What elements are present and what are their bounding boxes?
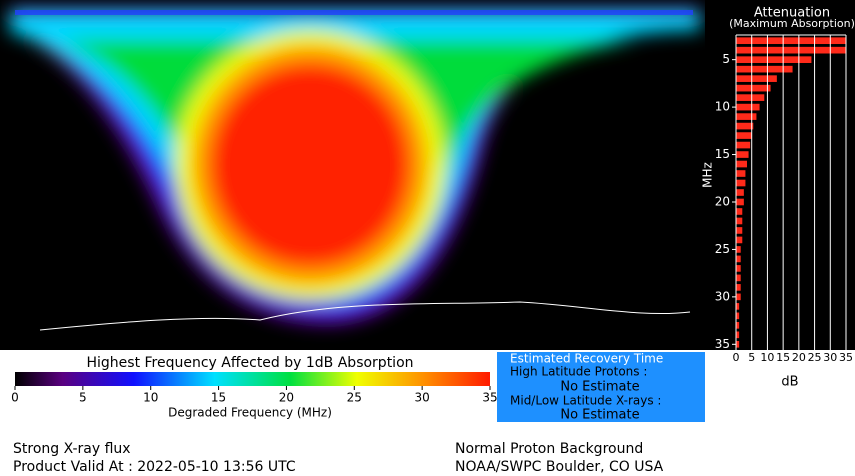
bar [736, 75, 777, 82]
x-tick-label: 5 [748, 351, 755, 364]
chart-subtitle: (Maximum Absorption) [729, 17, 855, 30]
y-tick-label: 25 [715, 242, 730, 256]
colorbar-gradient [15, 372, 490, 386]
bar [736, 303, 740, 310]
x-tick-label: 20 [792, 351, 806, 364]
bar [736, 208, 743, 215]
recovery-label: High Latitude Protons : [510, 365, 647, 379]
bar [736, 151, 749, 158]
bar [736, 179, 746, 187]
bar [736, 236, 743, 244]
y-tick-label: 35 [715, 337, 730, 351]
bar [736, 255, 741, 263]
x-tick-label: 35 [839, 351, 853, 364]
colorbar-tick-label: 0 [11, 391, 19, 405]
colorbar-tick-label: 30 [415, 391, 430, 405]
bar [736, 37, 846, 45]
y-tick-label: 30 [715, 289, 730, 303]
coastline [39, 301, 691, 331]
colorbar-label: Degraded Frequency (MHz) [168, 406, 332, 420]
colorbar-tick-label: 10 [143, 391, 158, 405]
bar [736, 227, 743, 234]
colorbar-tick-label: 5 [79, 391, 87, 405]
colorbar: Highest Frequency Affected by 1dB Absorp… [11, 355, 497, 420]
bar [736, 312, 740, 320]
bar [736, 189, 744, 196]
bar [736, 274, 741, 282]
bar [736, 65, 793, 73]
bar [736, 246, 741, 253]
x-tick-label: 15 [776, 351, 790, 364]
y-tick-label: 10 [715, 100, 730, 114]
bar [736, 322, 740, 329]
colorbar-tick-label: 20 [279, 391, 294, 405]
recovery-label: Mid/Low Latitude X-rays : [510, 394, 661, 408]
bar [736, 113, 757, 120]
x-tick-label: 30 [823, 351, 837, 364]
bar [736, 132, 752, 139]
colorbar-tick-label: 35 [482, 391, 497, 405]
bar [736, 265, 741, 272]
bar [736, 170, 746, 177]
bar [736, 46, 846, 54]
recovery-box [497, 352, 705, 422]
bar [736, 160, 747, 168]
bar [736, 103, 760, 111]
recovery-value: No Estimate [560, 380, 639, 395]
x-tick-label: 0 [733, 351, 740, 364]
chart-title: Attenuation [754, 6, 830, 21]
bar [736, 284, 741, 291]
bar [736, 94, 765, 101]
colorbar-tick-label: 15 [211, 391, 226, 405]
footer-text: Product Valid At : 2022-05-10 13:56 UTC [13, 459, 296, 475]
bar [736, 84, 771, 92]
x-tick-label: 25 [808, 351, 822, 364]
bar [736, 198, 744, 206]
bar [736, 331, 740, 339]
bar [736, 340, 740, 348]
bar [736, 56, 812, 63]
y-axis-label: MHz [701, 162, 715, 188]
y-tick-label: 15 [715, 147, 730, 161]
recovery-title: Estimated Recovery Time [510, 352, 663, 366]
recovery-value: No Estimate [560, 408, 639, 423]
absorption-map [10, 8, 700, 331]
bar [736, 141, 751, 149]
x-axis-label: dB [781, 375, 798, 390]
bar [736, 122, 754, 130]
colorbar-title: Highest Frequency Affected by 1dB Absorp… [86, 355, 413, 371]
footer-text: NOAA/SWPC Boulder, CO USA [455, 459, 664, 475]
bar [736, 217, 743, 225]
footer-text: Strong X-ray flux [13, 441, 131, 457]
footer-text: Normal Proton Background [455, 441, 643, 457]
x-tick-label: 10 [760, 351, 774, 364]
y-tick-label: 20 [715, 194, 730, 208]
colorbar-tick-label: 25 [347, 391, 362, 405]
bar [736, 293, 741, 301]
y-tick-label: 5 [722, 52, 730, 66]
